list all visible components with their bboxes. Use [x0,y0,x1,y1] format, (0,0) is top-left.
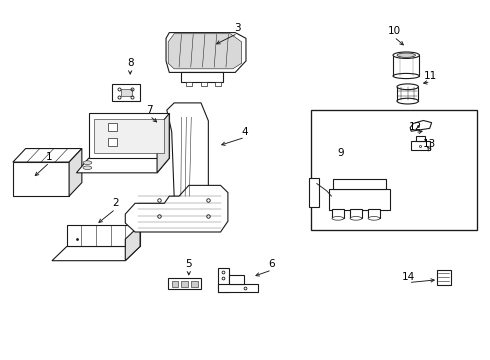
Text: 11: 11 [424,71,437,81]
Text: 10: 10 [388,26,401,36]
Bar [416,136,425,141]
Bar [201,82,207,86]
Bar [172,281,178,287]
Text: 12: 12 [408,122,422,132]
Polygon shape [157,113,169,173]
Polygon shape [13,149,82,162]
Polygon shape [167,103,208,211]
Bar [108,123,117,131]
Polygon shape [67,225,140,247]
Text: 8: 8 [127,58,133,68]
Ellipse shape [397,53,416,57]
Polygon shape [125,185,228,232]
Polygon shape [94,119,164,153]
Polygon shape [166,33,246,72]
Polygon shape [168,34,242,69]
Ellipse shape [368,217,380,220]
Bar [218,284,258,292]
Bar [329,189,390,211]
Bar [397,87,418,101]
Polygon shape [52,247,140,261]
Text: 6: 6 [269,259,275,269]
Bar [168,278,201,289]
Bar [215,82,220,86]
Ellipse shape [332,217,343,220]
Text: 1: 1 [46,152,53,162]
Ellipse shape [83,166,92,170]
Text: 14: 14 [402,272,416,282]
Bar [108,138,117,146]
Polygon shape [89,113,169,158]
Bar [191,281,197,287]
Polygon shape [13,162,69,196]
Bar [333,179,386,189]
Bar [350,209,362,219]
Bar [229,275,244,284]
Polygon shape [125,225,140,261]
Ellipse shape [393,73,419,78]
Bar [181,72,223,82]
Text: 9: 9 [337,148,343,158]
Bar [411,141,430,150]
Bar [393,55,419,76]
Ellipse shape [83,161,92,165]
Bar [186,82,192,86]
Bar [218,267,229,292]
Bar [181,281,188,287]
Ellipse shape [397,84,418,90]
Text: 5: 5 [186,259,192,269]
Polygon shape [69,149,82,196]
Text: 13: 13 [423,139,436,149]
Bar [311,110,477,230]
Ellipse shape [393,52,419,58]
Text: 2: 2 [112,198,119,208]
Text: 4: 4 [242,127,248,136]
Bar [332,209,343,219]
Bar [121,89,132,96]
Polygon shape [410,121,432,131]
Ellipse shape [397,98,418,104]
Bar [112,84,141,101]
Text: 7: 7 [147,105,153,115]
Bar [368,209,380,219]
Bar [437,270,451,285]
Ellipse shape [350,217,362,220]
Polygon shape [310,178,319,207]
Polygon shape [76,158,169,173]
Text: 3: 3 [234,23,241,33]
